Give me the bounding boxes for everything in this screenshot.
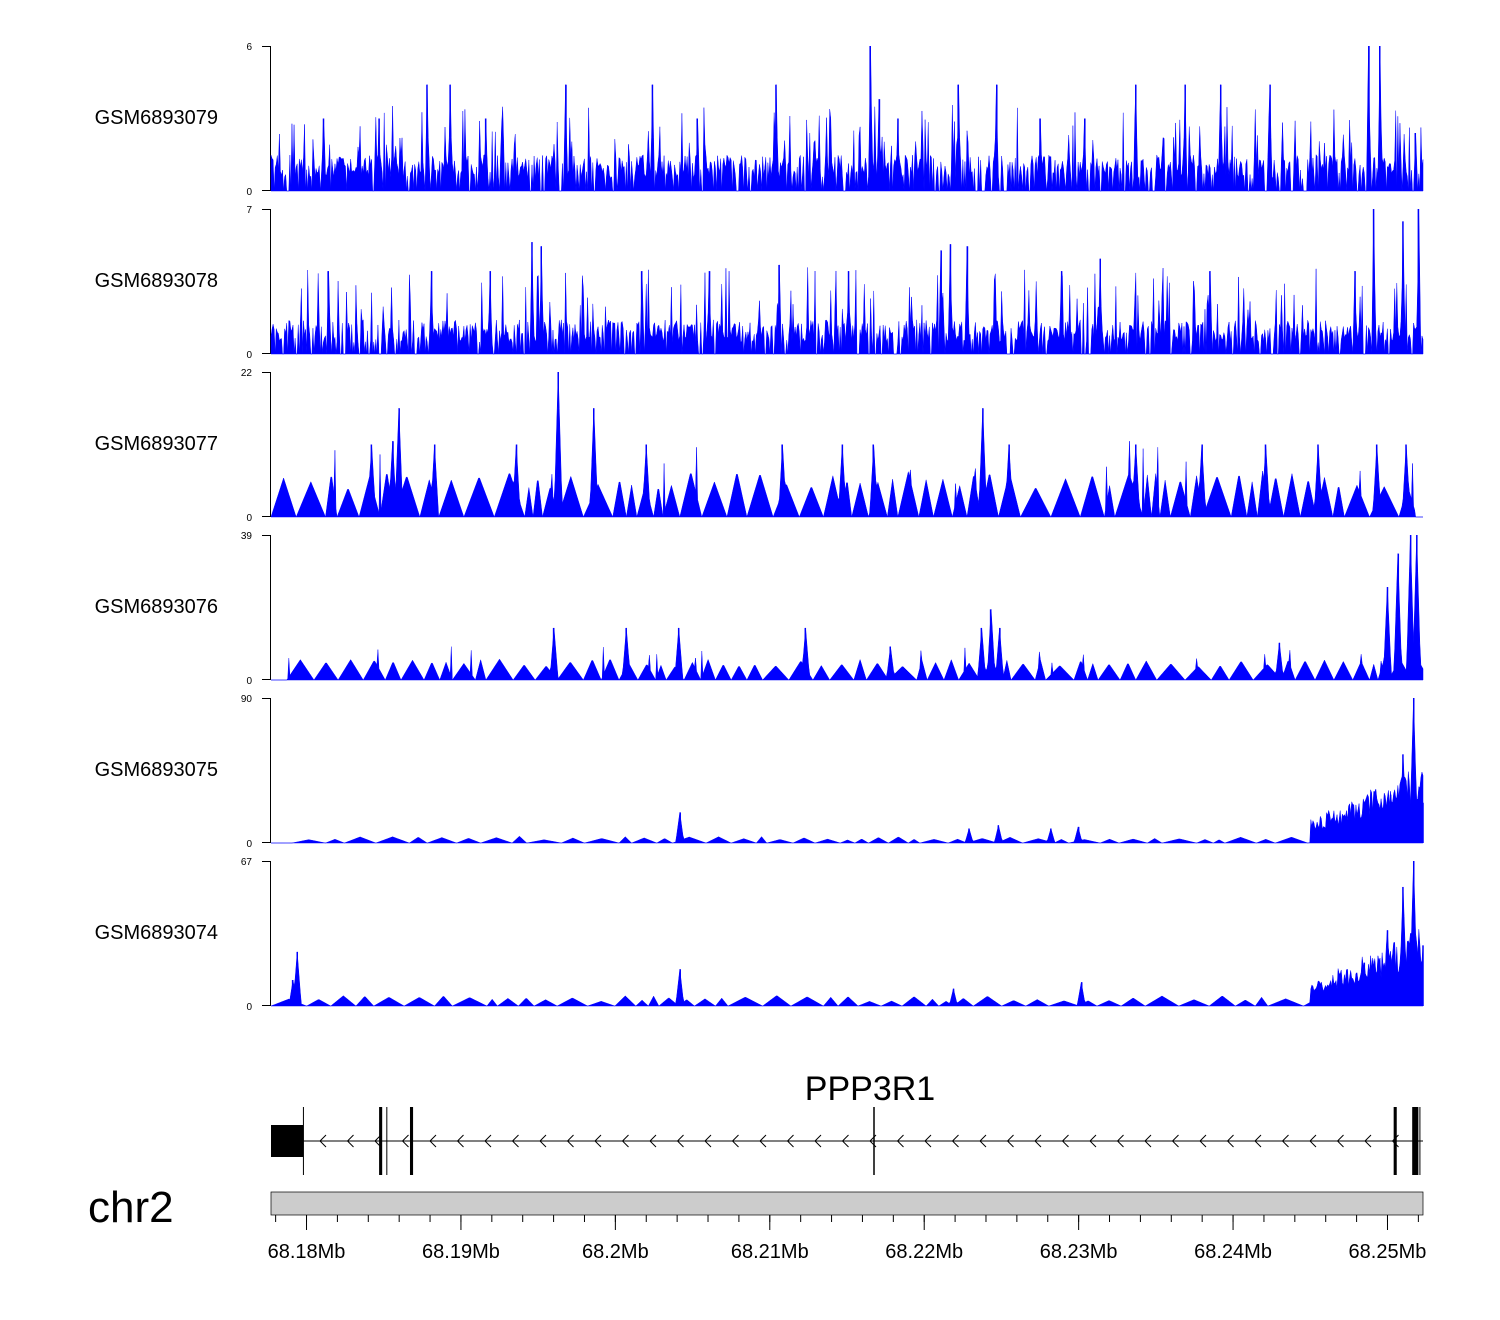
strand-arrow bbox=[346, 1134, 354, 1148]
y-min-label: 0 bbox=[246, 676, 252, 687]
strand-arrow bbox=[456, 1134, 464, 1148]
y-min-label: 0 bbox=[246, 1002, 252, 1013]
strand-arrow bbox=[979, 1134, 987, 1148]
strand-arrow bbox=[924, 1134, 932, 1148]
strand-arrow bbox=[896, 1134, 904, 1148]
y-max-label: 39 bbox=[241, 531, 253, 542]
strand-arrow bbox=[1309, 1134, 1317, 1148]
y-min-label: 0 bbox=[246, 513, 252, 524]
strand-arrow bbox=[676, 1134, 684, 1148]
gene-exon bbox=[1412, 1107, 1419, 1175]
chromosome-band bbox=[270, 1191, 1424, 1216]
strand-arrow bbox=[1281, 1134, 1289, 1148]
coverage-area bbox=[270, 208, 1424, 355]
gene-exon bbox=[271, 1125, 304, 1157]
strand-arrow bbox=[566, 1134, 574, 1148]
strand-arrow bbox=[1254, 1134, 1262, 1148]
strand-arrow bbox=[814, 1134, 822, 1148]
gene-name: PPP3R1 bbox=[805, 1070, 935, 1108]
coverage-area bbox=[270, 371, 1423, 518]
coverage-area bbox=[271, 697, 1424, 844]
strand-arrow bbox=[1199, 1134, 1207, 1148]
chromosome-label: chr2 bbox=[88, 1183, 174, 1232]
strand-arrow bbox=[319, 1134, 327, 1148]
strand-arrow bbox=[731, 1134, 739, 1148]
strand-arrow bbox=[401, 1134, 409, 1148]
strand-arrow bbox=[594, 1134, 602, 1148]
strand-arrow bbox=[429, 1134, 437, 1148]
gene-annotation-track: PPP3R1 bbox=[271, 1070, 1423, 1175]
strand-arrow bbox=[1061, 1134, 1069, 1148]
strand-arrow bbox=[951, 1134, 959, 1148]
x-tick-label: 68.21Mb bbox=[731, 1241, 809, 1263]
x-tick-label: 68.2Mb bbox=[582, 1241, 649, 1263]
coverage-area bbox=[270, 45, 1424, 192]
coverage-track: GSM6893079 6 0 bbox=[95, 42, 1424, 198]
strand-arrow bbox=[1226, 1134, 1234, 1148]
strand-arrow bbox=[1089, 1134, 1097, 1148]
track-label: GSM6893079 bbox=[95, 107, 218, 129]
strand-arrow bbox=[1006, 1134, 1014, 1148]
coverage-track: GSM6893078 7 0 bbox=[95, 205, 1424, 361]
strand-arrow bbox=[1144, 1134, 1152, 1148]
strand-arrow bbox=[1116, 1134, 1124, 1148]
strand-arrow bbox=[374, 1134, 382, 1148]
strand-arrow bbox=[484, 1134, 492, 1148]
y-max-label: 67 bbox=[241, 857, 253, 868]
y-min-label: 0 bbox=[246, 839, 252, 850]
strand-arrow bbox=[759, 1134, 767, 1148]
y-max-label: 22 bbox=[241, 368, 253, 379]
strand-arrow bbox=[511, 1134, 519, 1148]
y-max-label: 7 bbox=[246, 205, 252, 216]
x-tick-label: 68.24Mb bbox=[1194, 1241, 1272, 1263]
strand-arrow bbox=[841, 1134, 849, 1148]
strand-arrow bbox=[704, 1134, 712, 1148]
track-label: GSM6893077 bbox=[95, 433, 218, 455]
x-tick-label: 68.19Mb bbox=[422, 1241, 500, 1263]
x-tick-label: 68.18Mb bbox=[268, 1241, 346, 1263]
gene-exon bbox=[1393, 1107, 1397, 1175]
track-label: GSM6893078 bbox=[95, 270, 218, 292]
track-label: GSM6893076 bbox=[95, 596, 218, 618]
x-tick-label: 68.22Mb bbox=[885, 1241, 963, 1263]
x-tick-label: 68.25Mb bbox=[1349, 1241, 1427, 1263]
y-max-label: 6 bbox=[246, 42, 252, 53]
strand-arrow bbox=[786, 1134, 794, 1148]
coverage-area bbox=[270, 860, 1424, 1007]
coverage-tracks: GSM689307960GSM689307870GSM6893077220GSM… bbox=[95, 42, 1424, 1013]
coverage-track: GSM6893076 39 0 bbox=[95, 531, 1424, 687]
strand-arrow bbox=[621, 1134, 629, 1148]
coverage-area bbox=[271, 534, 1424, 681]
strand-arrow bbox=[1171, 1134, 1179, 1148]
gene-exon bbox=[873, 1107, 875, 1175]
gene-exon bbox=[409, 1107, 414, 1175]
gene-exon bbox=[379, 1107, 383, 1175]
strand-arrow bbox=[649, 1134, 657, 1148]
coverage-track: GSM6893075 90 0 bbox=[95, 694, 1424, 850]
strand-arrow bbox=[539, 1134, 547, 1148]
coverage-track: GSM6893074 67 0 bbox=[95, 857, 1424, 1013]
coverage-track: GSM6893077 22 0 bbox=[95, 368, 1423, 524]
chromosome-axis: chr2 68.18Mb 68.19Mb 68.2Mb 68.21Mb 68.22Mb 68… bbox=[88, 1183, 1426, 1263]
track-label: GSM6893074 bbox=[95, 922, 218, 944]
track-label: GSM6893075 bbox=[95, 759, 218, 781]
strand-arrow bbox=[1364, 1134, 1372, 1148]
x-tick-label: 68.23Mb bbox=[1040, 1241, 1118, 1263]
y-min-label: 0 bbox=[246, 187, 252, 198]
y-min-label: 0 bbox=[246, 350, 252, 361]
strand-arrow bbox=[1336, 1134, 1344, 1148]
strand-arrow bbox=[1034, 1134, 1042, 1148]
y-max-label: 90 bbox=[241, 694, 253, 705]
